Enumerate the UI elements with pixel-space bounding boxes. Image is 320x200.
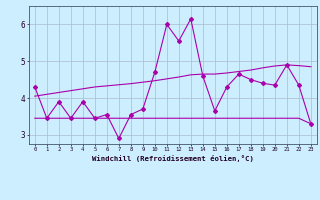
X-axis label: Windchill (Refroidissement éolien,°C): Windchill (Refroidissement éolien,°C)	[92, 155, 254, 162]
